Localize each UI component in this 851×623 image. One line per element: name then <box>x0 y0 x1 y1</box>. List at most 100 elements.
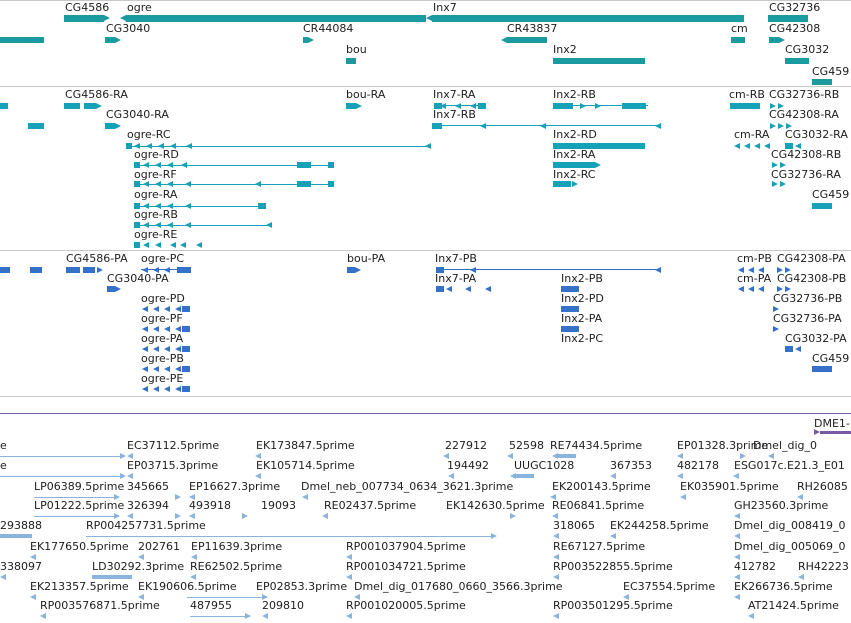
feature-label[interactable]: CG42308-RA <box>769 108 839 121</box>
feature-label[interactable]: EP03715.3prime <box>127 459 219 472</box>
feature-label[interactable]: EK266736.5prime <box>734 580 833 593</box>
feature-label[interactable]: Dmel_dig_0 <box>753 439 818 452</box>
feature-label[interactable]: bou-RA <box>346 88 386 101</box>
feature-label[interactable]: RP003522855.5prime <box>553 560 673 573</box>
feature-label[interactable]: CG3032-RA <box>785 128 848 141</box>
feature-label[interactable]: CG459 <box>812 65 850 78</box>
feature-block[interactable] <box>436 267 444 273</box>
feature-label[interactable]: Inx7 <box>433 1 457 14</box>
feature-label[interactable]: cm <box>731 22 748 35</box>
feature-label[interactable]: CG4586-PA <box>66 252 128 265</box>
feature-label[interactable]: LP01222.5prime <box>34 499 125 512</box>
feature-label[interactable]: cm-RB <box>729 88 765 101</box>
feature-block[interactable] <box>553 162 595 168</box>
feature-label[interactable]: RE74434.5prime <box>550 439 643 452</box>
feature-label[interactable]: RE06841.5prime <box>552 499 645 512</box>
feature-label[interactable]: CG459 <box>812 188 850 201</box>
feature-block[interactable] <box>84 103 96 109</box>
feature-label[interactable]: ogre-PC <box>141 252 185 265</box>
feature-label[interactable]: 52598 <box>509 439 544 452</box>
feature-label[interactable]: Inx7-RB <box>433 108 476 121</box>
feature-label[interactable]: EC37554.5prime <box>623 580 716 593</box>
feature-label[interactable]: CG3040 <box>106 22 151 35</box>
feature-label[interactable]: bou-PA <box>347 252 386 265</box>
feature-block[interactable] <box>297 162 311 168</box>
feature-label[interactable]: Inx2-RC <box>553 168 596 181</box>
feature-block[interactable] <box>92 575 132 579</box>
feature-block[interactable] <box>434 103 442 109</box>
feature-block[interactable] <box>182 346 190 352</box>
feature-block[interactable] <box>768 15 808 22</box>
feature-block[interactable] <box>561 306 579 312</box>
feature-block[interactable] <box>432 123 442 129</box>
feature-label[interactable]: ogre-PE <box>141 372 184 385</box>
feature-block[interactable] <box>436 286 444 292</box>
feature-label[interactable]: 367353 <box>610 459 652 472</box>
feature-label[interactable]: RP001037904.5prime <box>346 540 466 553</box>
feature-label[interactable]: 412782 <box>734 560 776 573</box>
feature-block[interactable] <box>0 267 10 273</box>
feature-label[interactable]: CG4586-RA <box>65 88 128 101</box>
feature-label[interactable]: EK105714.5prime <box>256 459 355 472</box>
feature-label[interactable]: AT21424.5prime <box>748 599 839 612</box>
feature-block[interactable] <box>30 267 42 273</box>
feature-label[interactable]: EK142630.5prime <box>446 499 545 512</box>
feature-block[interactable] <box>0 534 32 538</box>
feature-label[interactable]: CG32736 <box>769 1 821 14</box>
feature-block[interactable] <box>182 306 190 312</box>
feature-label[interactable]: 194492 <box>447 459 489 472</box>
feature-label[interactable]: RP001020005.5prime <box>346 599 466 612</box>
feature-label[interactable]: CG32736-PB <box>773 292 843 305</box>
feature-label[interactable]: 293888 <box>0 519 42 532</box>
feature-block[interactable] <box>303 37 308 43</box>
feature-label[interactable]: EK177650.5prime <box>30 540 129 553</box>
feature-block[interactable] <box>553 58 645 64</box>
feature-label[interactable]: EK035901.5prime <box>680 480 779 493</box>
feature-label[interactable]: CG42308-PA <box>777 252 846 265</box>
feature-block[interactable] <box>182 366 190 372</box>
feature-block[interactable] <box>107 286 115 292</box>
feature-block[interactable] <box>346 58 356 64</box>
feature-block[interactable] <box>134 242 140 248</box>
feature-label[interactable]: 493918 <box>189 499 231 512</box>
feature-block[interactable] <box>561 286 579 292</box>
feature-block[interactable] <box>553 103 573 109</box>
feature-block[interactable] <box>769 37 779 43</box>
feature-block[interactable] <box>622 103 646 109</box>
feature-block[interactable] <box>328 162 334 168</box>
feature-label[interactable]: CG3032-PA <box>785 332 847 345</box>
feature-label[interactable]: RP003501295.5prime <box>553 599 673 612</box>
feature-label[interactable]: ogre-RB <box>134 208 178 221</box>
feature-block[interactable] <box>553 181 571 187</box>
feature-label[interactable]: 345665 <box>127 480 169 493</box>
feature-label[interactable]: ogre-PF <box>141 312 183 325</box>
feature-label[interactable]: CG32736-RA <box>771 168 841 181</box>
feature-label[interactable]: Inx7-PA <box>435 272 477 285</box>
feature-block[interactable] <box>478 103 486 109</box>
feature-label[interactable]: RP003576871.5prime <box>40 599 160 612</box>
feature-label[interactable]: Inx2-PA <box>561 312 603 325</box>
feature-block[interactable] <box>134 162 140 168</box>
feature-label[interactable]: Inx7-RA <box>433 88 476 101</box>
feature-label[interactable]: Inx2-RB <box>553 88 596 101</box>
feature-block[interactable] <box>28 123 44 129</box>
feature-label[interactable]: CG3040-PA <box>107 272 169 285</box>
feature-block[interactable] <box>134 181 140 187</box>
feature-label[interactable]: EK244258.5prime <box>610 519 709 532</box>
feature-label[interactable]: CG42308-RB <box>771 148 842 161</box>
feature-label[interactable]: CG459 <box>812 352 850 365</box>
feature-label[interactable]: EP16627.3prime <box>189 480 281 493</box>
feature-block[interactable] <box>785 58 809 64</box>
feature-label[interactable]: RH42223 <box>798 560 849 573</box>
feature-block[interactable] <box>553 143 645 149</box>
feature-label[interactable]: cm-RA <box>734 128 770 141</box>
feature-label[interactable]: Inx2-PC <box>561 332 604 345</box>
feature-block[interactable] <box>66 267 80 273</box>
feature-label[interactable]: CG42308 <box>769 22 821 35</box>
feature-label[interactable]: ogre-RF <box>134 168 177 181</box>
feature-block[interactable] <box>83 267 95 273</box>
feature-block[interactable] <box>346 103 356 109</box>
feature-label[interactable]: CG3032 <box>785 43 830 56</box>
feature-label[interactable]: Inx7-PB <box>435 252 477 265</box>
feature-label[interactable]: ogre-RD <box>134 148 179 161</box>
